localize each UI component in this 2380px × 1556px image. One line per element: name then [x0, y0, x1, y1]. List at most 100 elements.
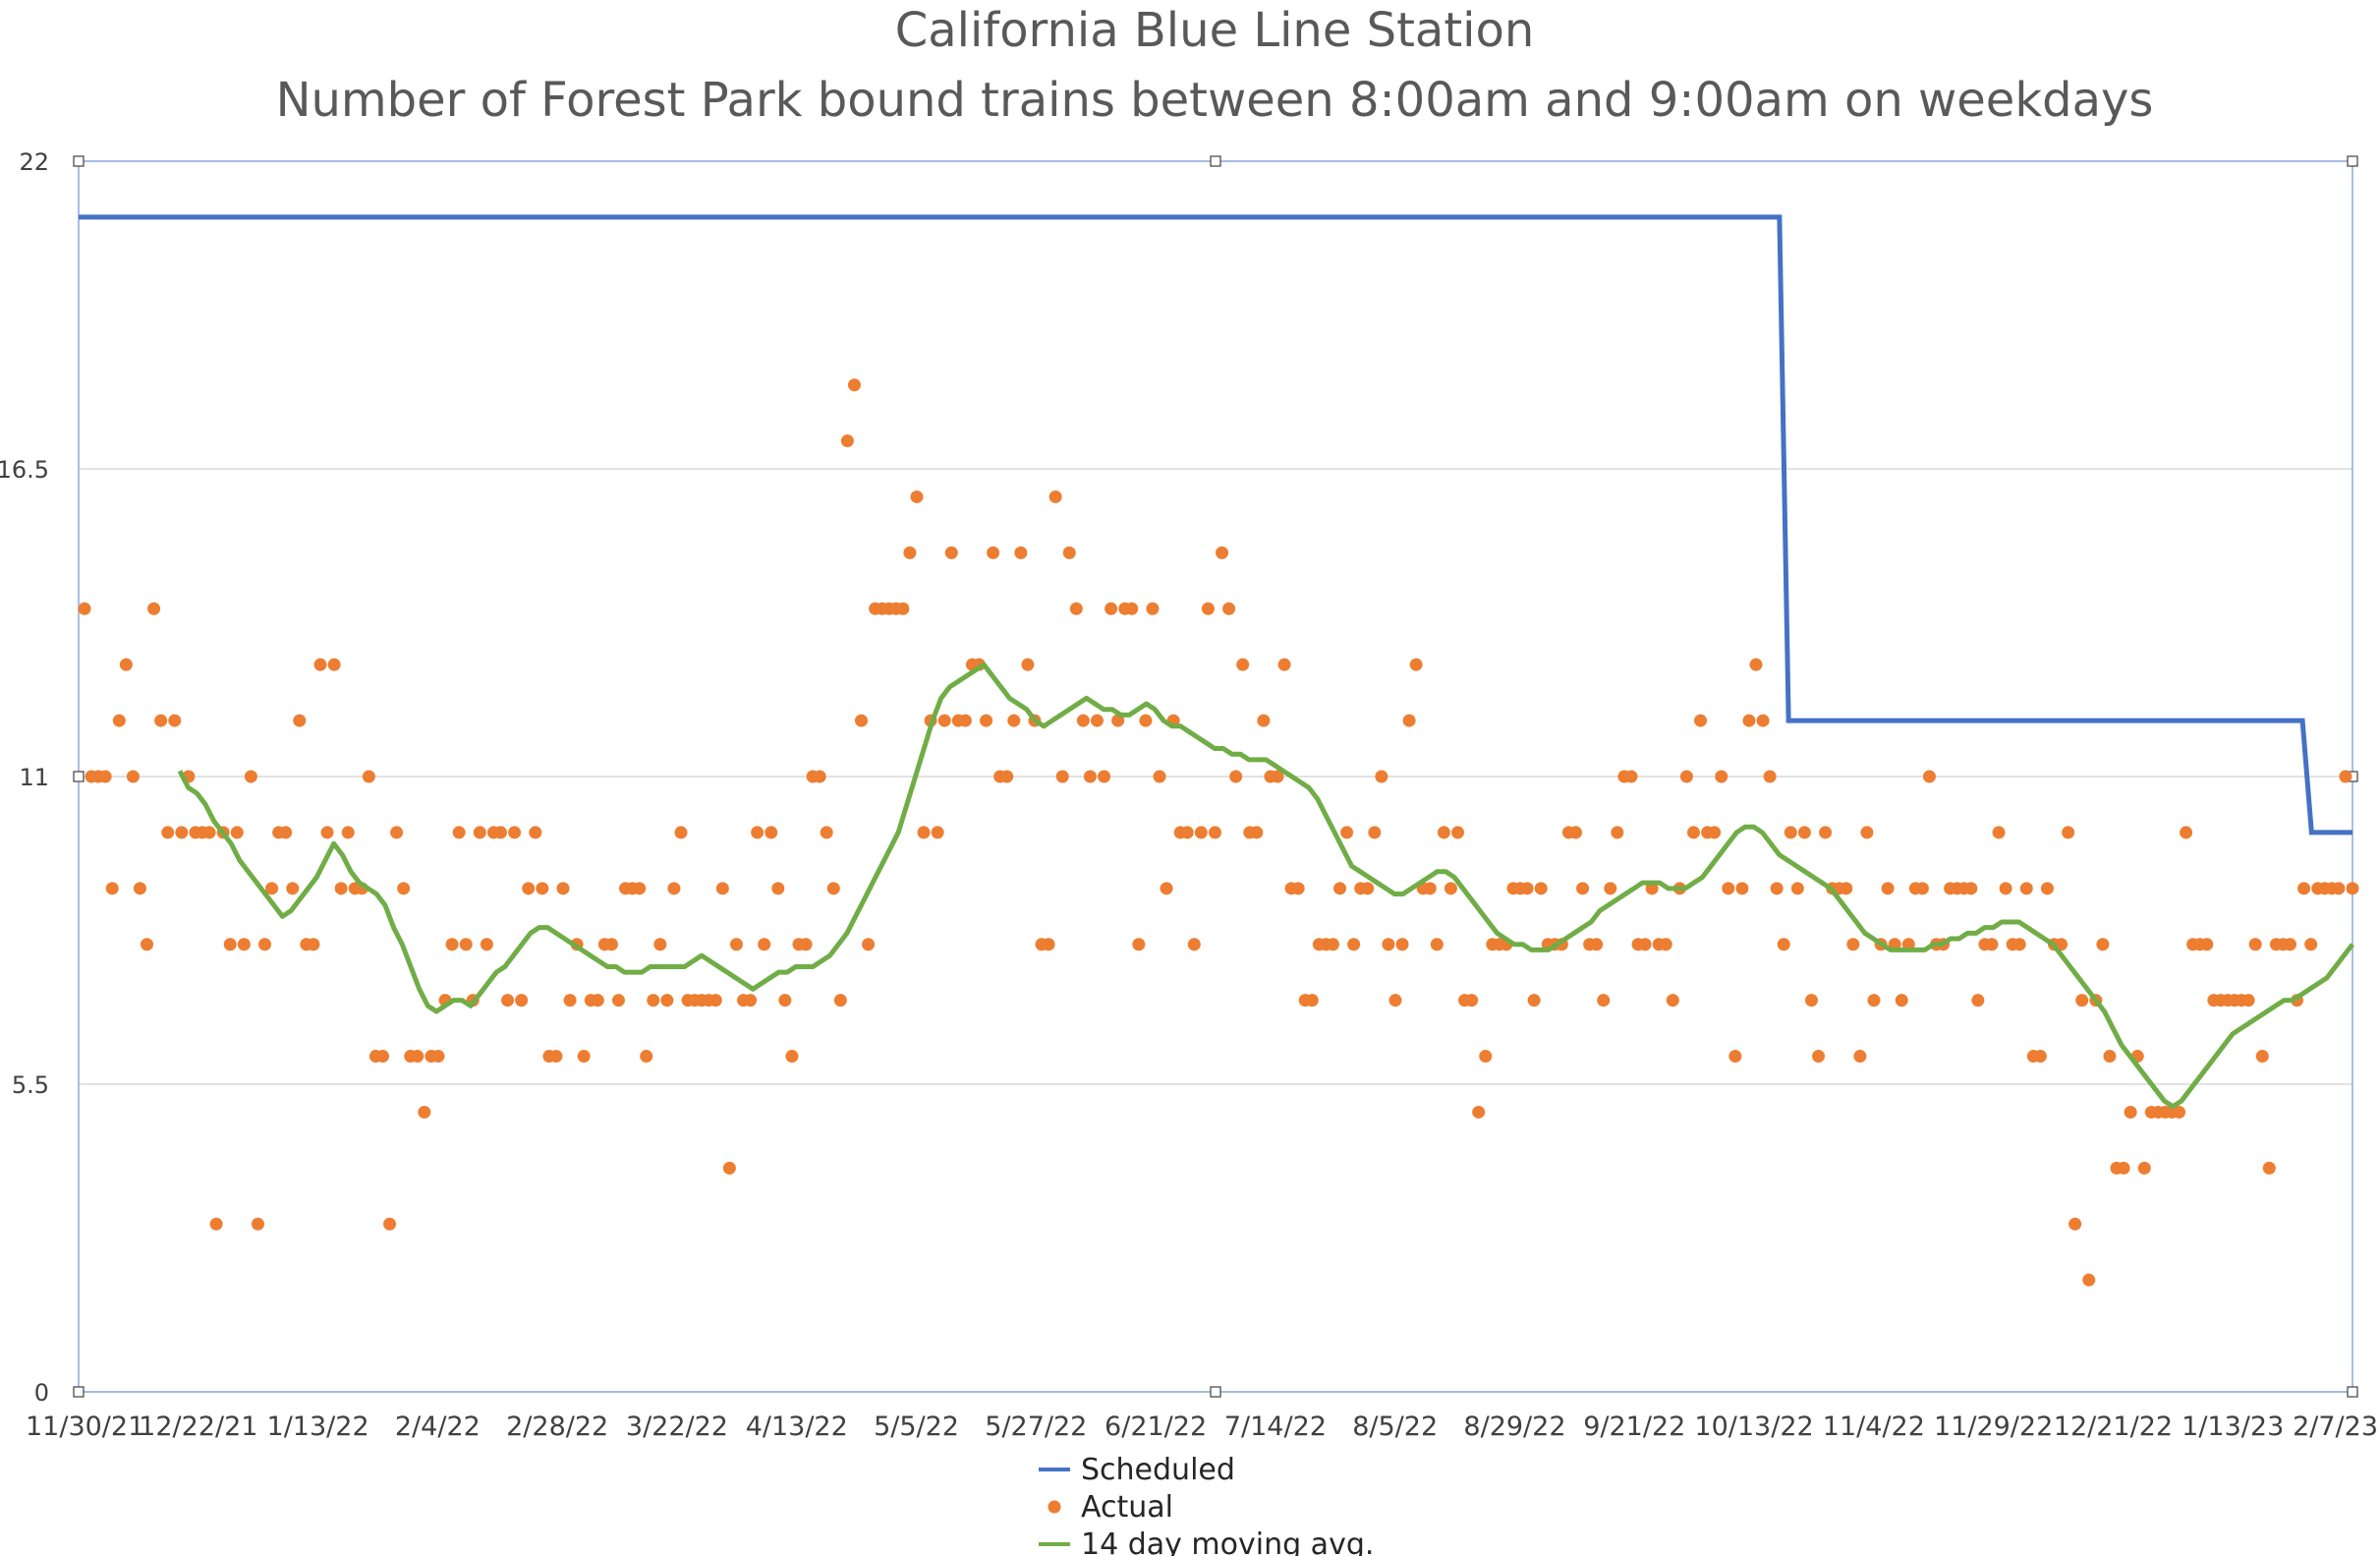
actual-point — [1763, 770, 1777, 783]
actual-point — [980, 714, 993, 727]
actual-point — [209, 1217, 223, 1231]
x-tick-label: 5/5/22 — [874, 1412, 959, 1442]
selection-handle[interactable] — [2347, 1386, 2358, 1398]
actual-point — [1305, 994, 1319, 1008]
actual-point — [1423, 882, 1437, 895]
actual-point — [2200, 938, 2214, 951]
actual-point — [1715, 770, 1728, 783]
actual-point — [1797, 826, 1811, 839]
actual-point — [987, 546, 1000, 559]
actual-point — [1790, 882, 1804, 895]
actual-point — [1895, 994, 1908, 1008]
actual-point — [508, 826, 522, 839]
actual-point — [862, 938, 876, 951]
plot-area-handles[interactable] — [73, 155, 2358, 1398]
selection-handle[interactable] — [73, 155, 85, 167]
actual-point — [1222, 602, 1236, 615]
actual-point — [1853, 1050, 1867, 1064]
actual-point — [2075, 994, 2089, 1008]
actual-point — [1971, 994, 1985, 1008]
actual-point — [1000, 770, 1014, 783]
legend-actual-swatch — [1048, 1500, 1061, 1514]
actual-point — [1604, 882, 1617, 895]
actual-point — [674, 826, 688, 839]
actual-point — [1208, 826, 1221, 839]
actual-point — [2019, 882, 2033, 895]
actual-point — [1812, 1050, 1826, 1064]
actual-point — [1014, 546, 1028, 559]
actual-point — [1347, 938, 1361, 951]
actual-point — [1368, 826, 1382, 839]
actual-point — [2062, 826, 2075, 839]
selection-handle[interactable] — [73, 771, 85, 782]
actual-point — [1964, 882, 1978, 895]
actual-point — [362, 770, 375, 783]
legend-scheduled-label: Scheduled — [1081, 1453, 1235, 1487]
actual-point — [334, 882, 348, 895]
actual-point — [1749, 658, 1763, 671]
actual-point — [1659, 938, 1672, 951]
actual-point — [459, 938, 473, 951]
selection-handle[interactable] — [1210, 1386, 1221, 1398]
actual-point — [896, 602, 910, 615]
actual-point — [1201, 602, 1215, 615]
actual-point — [529, 826, 542, 839]
actual-point — [708, 994, 722, 1008]
actual-point — [1576, 882, 1590, 895]
actual-point — [1333, 882, 1347, 895]
selection-handle[interactable] — [1210, 155, 1221, 167]
actual-point — [375, 1050, 389, 1064]
actual-point — [258, 938, 272, 951]
x-tick-label: 11/29/22 — [1934, 1412, 2053, 1442]
actual-point — [1735, 882, 1749, 895]
actual-point — [1777, 938, 1790, 951]
actual-point — [1194, 826, 1208, 839]
actual-point — [1090, 714, 1104, 727]
actual-point — [1361, 882, 1375, 895]
actual-point — [2173, 1105, 2186, 1119]
actual-point — [840, 434, 854, 448]
actual-point — [660, 994, 674, 1008]
x-tick-label: 8/29/22 — [1463, 1412, 1565, 1442]
actual-point — [2255, 1050, 2269, 1064]
actual-point — [2262, 1161, 2276, 1175]
actual-point — [1840, 882, 1853, 895]
series-scheduled — [79, 214, 2352, 836]
actual-point — [2068, 1217, 2082, 1231]
actual-point — [2304, 938, 2318, 951]
actual-point — [1597, 994, 1611, 1008]
actual-point — [1326, 938, 1339, 951]
selection-handle[interactable] — [2347, 155, 2358, 167]
actual-point — [667, 882, 681, 895]
legend-actual-label: Actual — [1081, 1490, 1173, 1525]
actual-point — [1153, 770, 1166, 783]
actual-point — [1728, 1050, 1742, 1064]
actual-point — [78, 602, 91, 615]
actual-point — [1590, 938, 1604, 951]
actual-point — [1444, 882, 1457, 895]
actual-point — [105, 882, 119, 895]
actual-point — [2339, 770, 2352, 783]
actual-point — [168, 714, 182, 727]
actual-point — [958, 714, 972, 727]
actual-point — [431, 1050, 445, 1064]
actual-point — [937, 714, 951, 727]
actual-point — [1139, 714, 1153, 727]
actual-point — [1568, 826, 1582, 839]
y-tick-label: 11 — [19, 764, 49, 791]
actual-point — [633, 882, 647, 895]
actual-point — [154, 714, 168, 727]
actual-point — [751, 826, 765, 839]
actual-point — [286, 882, 300, 895]
actual-point — [917, 826, 931, 839]
actual-point — [1083, 770, 1097, 783]
actual-point — [411, 1050, 425, 1064]
selection-handle[interactable] — [73, 1386, 85, 1398]
actual-point — [1611, 826, 1624, 839]
actual-point — [1472, 1105, 1486, 1119]
x-tick-label: 2/7/23 — [2293, 1412, 2378, 1442]
actual-point — [1867, 994, 1881, 1008]
actual-point — [390, 826, 404, 839]
x-tick-label: 1/13/23 — [2182, 1412, 2284, 1442]
